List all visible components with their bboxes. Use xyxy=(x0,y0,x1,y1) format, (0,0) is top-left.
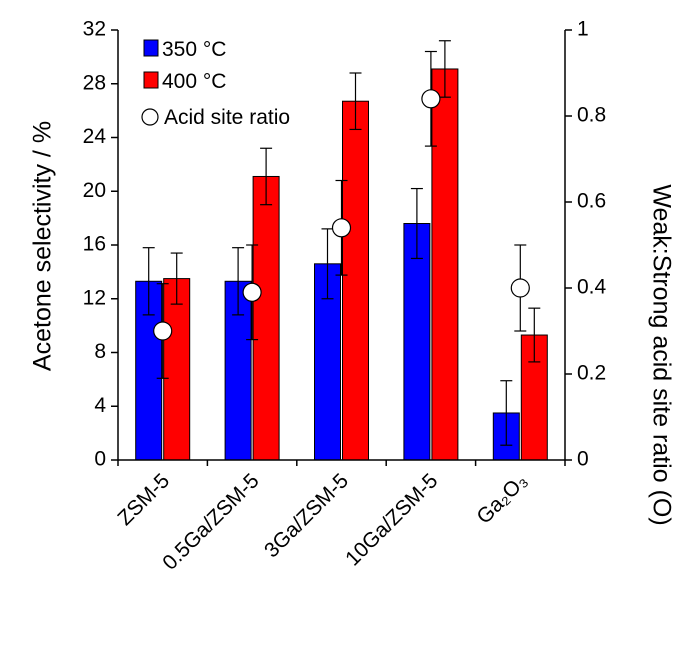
y2-tick-label: 1 xyxy=(577,18,589,41)
y-tick-label: 20 xyxy=(83,179,106,202)
y2-tick-label: 0.4 xyxy=(577,276,607,299)
ratio-points-layer xyxy=(153,50,530,379)
bar-400-2 xyxy=(342,100,369,461)
y-tick-label: 8 xyxy=(94,340,106,363)
ratio-point-2 xyxy=(331,218,352,238)
legend-label-350: 350 °C xyxy=(162,38,226,61)
y2-tick-label: 0.6 xyxy=(577,190,606,213)
x-tick-label: 0.5Ga/ZSM-5 xyxy=(158,469,263,574)
bar-400-3 xyxy=(431,68,459,461)
ratio-point-0 xyxy=(153,321,173,341)
error-bars-layer xyxy=(142,40,541,446)
ratio-point-1 xyxy=(242,282,262,302)
y-tick-label: 4 xyxy=(94,394,106,417)
x-tick-label: 3Ga/ZSM-5 xyxy=(260,469,353,562)
y-tick-label: 32 xyxy=(83,18,106,41)
y-tick-label: 24 xyxy=(83,125,107,148)
bar-400-1 xyxy=(252,175,280,461)
x-tick-label: Ga₂O₃ xyxy=(472,469,531,528)
y-tick-label: 28 xyxy=(83,71,106,94)
y-tick-label: 12 xyxy=(83,286,106,309)
y2-tick-label: 0.8 xyxy=(577,104,606,127)
legend-swatch-400 xyxy=(143,71,159,89)
legend-label-400: 400 °C xyxy=(162,70,226,93)
y2-axis-title: Weak:Strong acid site ratio (O) xyxy=(647,184,675,525)
x-tick-label: ZSM-5 xyxy=(113,469,174,530)
legend-swatch-350 xyxy=(143,39,159,57)
bar-400-0 xyxy=(163,278,191,461)
y-axis-title: Acetone selectivity / % xyxy=(29,121,57,371)
legend-label-ratio: Acid site ratio xyxy=(164,106,290,129)
ratio-point-4 xyxy=(510,278,530,298)
y-tick-label: 16 xyxy=(83,233,106,256)
legend: 350 °C 400 °C Acid site ratio xyxy=(141,38,290,129)
legend-marker-ratio xyxy=(141,108,159,126)
y2-tick-label: 0 xyxy=(577,448,589,471)
y-tick-label: 0 xyxy=(94,448,106,471)
ratio-point-3 xyxy=(421,89,441,109)
y2-tick-label: 0.2 xyxy=(577,362,606,385)
x-tick-label: 10Ga/ZSM-5 xyxy=(341,469,442,570)
bars-layer xyxy=(135,68,548,461)
